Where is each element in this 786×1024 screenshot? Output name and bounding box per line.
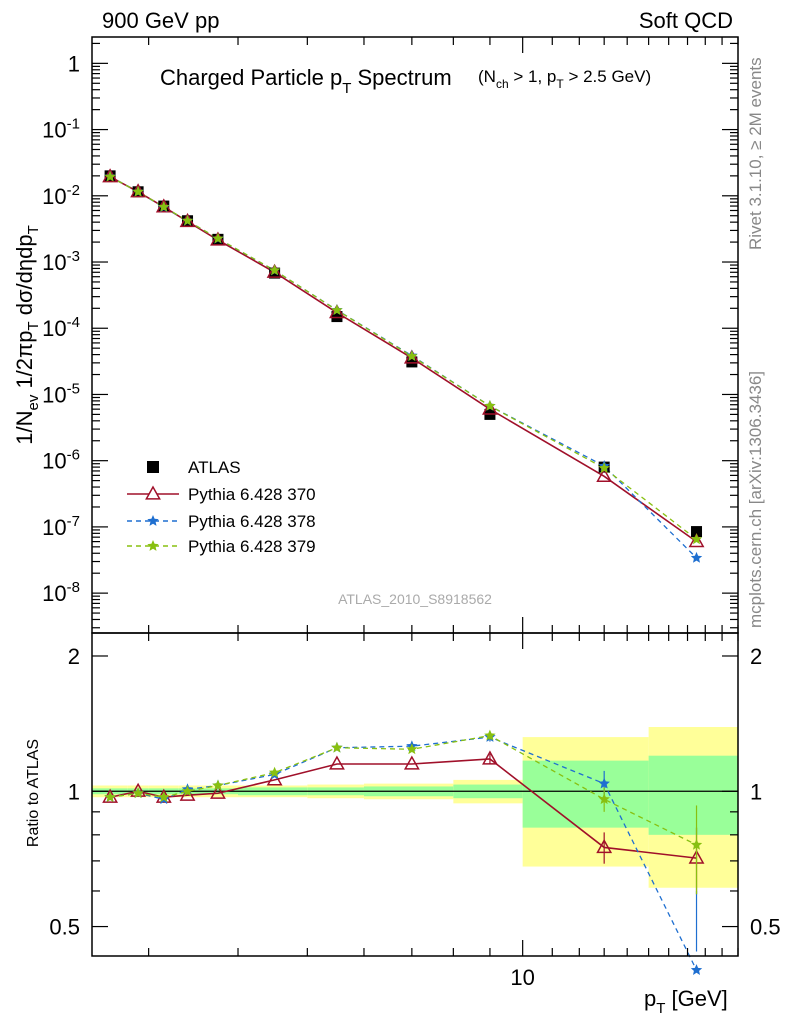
data-point-3 [484, 400, 496, 411]
data-point-pythia-370 [329, 304, 345, 319]
chart-title-main: Charged Particle p [160, 65, 342, 90]
x-axis-label: pT [GeV] [644, 986, 728, 1017]
data-point-3 [181, 214, 194, 226]
main-y-axis-label: 1/Nev 1/2πpT dσ/dηdpT [12, 225, 42, 445]
header-category-label: Soft QCD [639, 8, 733, 33]
legend-entry-label: Pythia 6.428 378 [188, 512, 316, 531]
legend: ATLAS Pythia 6.428 370 Pythia 6.428 378 Pyt… [127, 458, 316, 556]
main-y-tick-label: 10-6 [42, 447, 80, 474]
main-y-tick-label: 10-5 [42, 380, 80, 407]
ratio-point-pythia-370 [403, 755, 420, 770]
data-point-3 [690, 533, 703, 545]
data-point-pythia-370 [482, 400, 498, 415]
ratio-point-2 [212, 779, 224, 791]
ratio-point-pythia-370 [179, 786, 196, 801]
ratio-band-green [522, 760, 649, 828]
main-y-tick-label: 1 [68, 51, 80, 76]
data-point-atlas [691, 526, 703, 538]
ratio-y-tick-label-left: 1 [68, 779, 80, 804]
main-y-tick-label: 10-1 [42, 116, 80, 143]
data-point-pythia-370 [210, 231, 226, 246]
chart-title-spectrum: Spectrum [351, 65, 451, 90]
legend-marker-3 [147, 540, 159, 551]
ratio-line-1 [110, 736, 698, 971]
ratio-point-2 [331, 741, 343, 753]
main-y-tick-label: 10-7 [42, 513, 80, 540]
ratio-y-axis-label: Ratio to ATLAS [25, 739, 42, 847]
main-y-tick-label: 10-3 [42, 248, 80, 275]
ratio-point-2 [104, 791, 116, 803]
ratio-plot-frame [91, 632, 739, 957]
ratio-point-pythia-370 [130, 782, 147, 797]
ratio-point-2 [484, 729, 496, 741]
data-point-pythia-370 [403, 349, 420, 364]
main-y-tick-label: 10-8 [42, 579, 80, 606]
ratio-point-1 [690, 964, 703, 975]
legend-marker-1 [145, 485, 161, 500]
data-point-3 [212, 232, 224, 244]
legend-entry-label: Pythia 6.428 370 [188, 485, 316, 504]
data-point-atlas [406, 356, 418, 368]
chart-subtitle: (Nch > 1, pT > 2.5 GeV) [478, 67, 651, 91]
data-point-atlas [331, 311, 343, 323]
ratio-line-2 [110, 734, 697, 846]
ratio-point-pythia-370 [482, 750, 498, 765]
data-point-3 [158, 200, 170, 212]
data-point-2 [690, 551, 703, 563]
ratio-point-pythia-370 [329, 755, 345, 770]
data-point-3 [268, 264, 281, 276]
ratio-point-pythia-370 [596, 838, 613, 854]
main-y-tick-label: 10-2 [42, 182, 80, 209]
chart-title: Charged Particle pT Spectrum [160, 65, 452, 97]
ratio-point-2 [268, 766, 281, 778]
ratio-point-1 [598, 777, 610, 789]
legend-entry-label: Pythia 6.428 379 [188, 537, 316, 556]
ratio-y-tick-label-right: 1 [750, 779, 762, 804]
ratio-y-tick-label-right: 2 [750, 644, 762, 669]
side-generator-label: Rivet 3.1.10, ≥ 2M events [746, 57, 765, 250]
ratio-band-green [648, 755, 738, 835]
ratio-y-tick-label-left: 0.5 [49, 915, 80, 940]
ratio-point-2 [406, 743, 418, 755]
legend-marker-2 [147, 515, 159, 526]
chart-title-sub-t: T [342, 80, 351, 97]
header-energy-label: 900 GeV pp [102, 8, 219, 33]
data-point-3 [406, 350, 418, 362]
ratio-y-tick-label-right: 0.5 [750, 915, 781, 940]
data-point-pythia-370 [266, 263, 283, 278]
ratio-point-2 [158, 791, 170, 803]
data-point-3 [598, 462, 610, 474]
legend-entry-label: ATLAS [188, 458, 241, 477]
ratio-y-tick-label-left: 2 [68, 644, 80, 669]
ratio-point-2 [598, 793, 610, 805]
x-tick-label: 10 [510, 965, 534, 990]
legend-marker-atlas [147, 461, 159, 473]
main-y-tick-label: 10-4 [42, 314, 80, 341]
side-source-label: mcplots.cern.ch [arXiv:1306.3436] [746, 371, 765, 628]
ratio-point-2 [690, 838, 703, 850]
data-point-pythia-370 [596, 467, 613, 483]
data-point-3 [331, 304, 343, 316]
analysis-id-watermark: ATLAS_2010_S8918562 [338, 591, 492, 607]
data-point-3 [132, 185, 144, 197]
data-point-3 [104, 170, 116, 182]
data-point-pythia-370 [688, 533, 705, 548]
ratio-point-pythia-370 [210, 784, 226, 799]
ratio-point-2 [132, 787, 144, 799]
ratio-point-2 [181, 785, 194, 797]
